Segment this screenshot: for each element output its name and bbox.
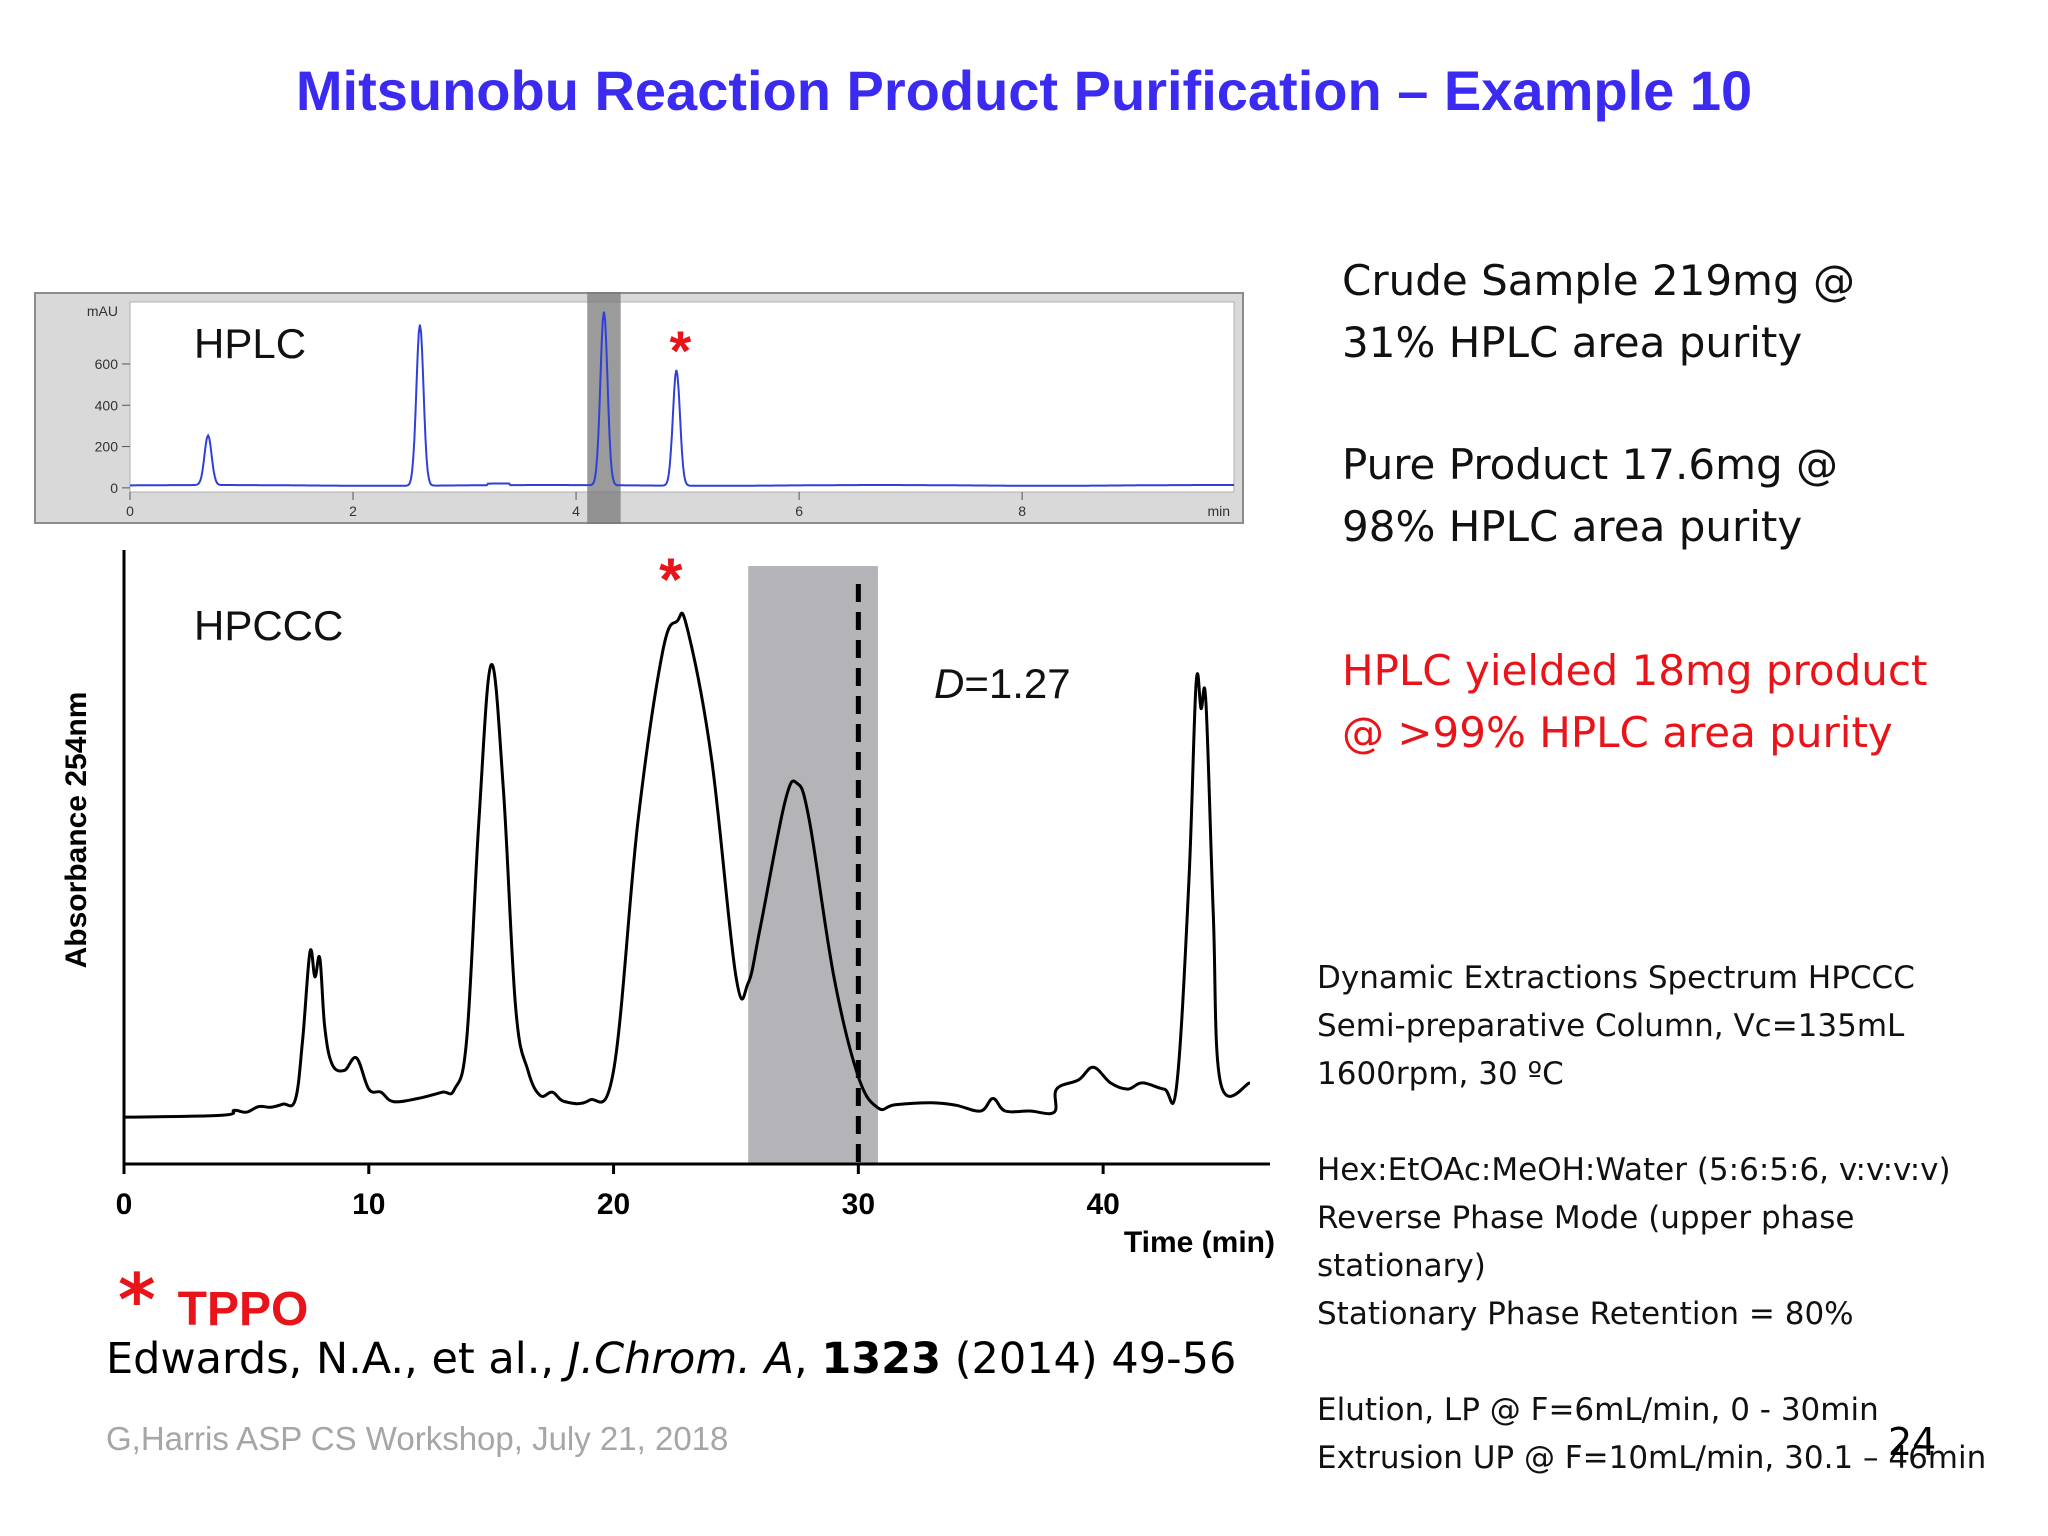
pure-product-text: Pure Product 17.6mg @ 98% HPLC area puri… [1342,440,1839,551]
condition-line: Semi-preparative Column, Vc=135mL [1317,1008,1905,1044]
citation-authors: Edwards, N.A., et al., [106,1334,568,1384]
condition-line: Dynamic Extractions Spectrum HPCCC [1317,960,1915,996]
hpccc-trace [123,611,1251,1119]
hpccc-x-tick-label: 20 [597,1188,630,1221]
citation-journal: J.Chrom. A [567,1334,794,1384]
page-number: 24 [1888,1420,1937,1464]
hplc-x-tick-label: 2 [349,503,357,519]
annotation-italic: D [934,660,964,707]
tppo-legend: * TPPO [118,1258,308,1342]
hplc-x-tick-label: 4 [572,503,580,519]
slide-title: Mitsunobu Reaction Product Purification … [295,59,1753,122]
hplc-y-unit: mAU [87,303,118,319]
condition-line: Extrusion UP @ F=10mL/min, 30.1 – 46min [1317,1440,1987,1476]
hplc-x-tick-label: 6 [795,503,803,519]
hpccc-distribution-annotation: D=1.27 [934,660,1071,707]
hpccc-x-tick-label: 30 [842,1188,875,1221]
hplc-y-tick-label: 400 [95,397,119,413]
hplc-yield-text: HPLC yielded 18mg product @ >99% HPLC ar… [1342,646,1928,757]
hplc-y-tick-label: 200 [95,439,119,455]
hplc-x-tick-label: 0 [126,503,134,519]
hpccc-x-axis-label: Time (min) [1124,1226,1275,1259]
hplc-tppo-star-icon: * [670,319,692,382]
citation-rest: (2014) 49-56 [941,1334,1237,1384]
conditions-list: Dynamic Extractions Spectrum HPCCC Semi-p… [1317,954,1986,1482]
hpccc-x-tick-label: 0 [116,1188,133,1221]
annotation-rest: =1.27 [964,660,1070,707]
hplc-panel-label: HPLC [194,320,306,367]
tppo-star-icon: * [118,1258,156,1342]
crude-sample-text: Crude Sample 219mg @ 31% HPLC area purit… [1342,256,1855,367]
condition-line: Reverse Phase Mode (upper phase [1317,1200,1855,1236]
condition-line: Hex:EtOAc:MeOH:Water (5:6:5:6, v:v:v:v) [1317,1152,1951,1188]
hpccc-x-tick-label: 40 [1086,1188,1119,1221]
footer-text: G,Harris ASP CS Workshop, July 21, 2018 [106,1420,729,1457]
citation-sep: , [794,1334,822,1384]
condition-line [1317,1338,1986,1386]
hplc-x-unit: min [1207,503,1230,519]
hpccc-y-axis-label: Absorbance 254nm [60,692,93,969]
hplc-trace [130,311,1234,487]
citation-volume: 1323 [821,1334,942,1384]
hpccc-tppo-star-icon: * [659,546,683,613]
condition-line: 1600rpm, 30 ºC [1317,1056,1564,1092]
citation: Edwards, N.A., et al., J.Chrom. A, 1323 … [106,1334,1236,1384]
condition-line: stationary) [1317,1248,1486,1284]
hpccc-panel-label: HPCCC [194,602,343,649]
hplc-x-tick-label: 8 [1018,503,1026,519]
tppo-label: TPPO [177,1283,309,1336]
condition-line: Stationary Phase Retention = 80% [1317,1296,1854,1332]
condition-line [1317,1098,1986,1146]
hplc-chart: 0 200 400 600 mAU 0 2 4 6 8 min HPLC * [34,292,1244,524]
hplc-y-tick-label: 0 [110,480,118,496]
hpccc-x-tick-label: 10 [352,1188,385,1221]
condition-line: Elution, LP @ F=6mL/min, 0 - 30min [1317,1392,1879,1428]
hplc-shaded-region [587,292,621,524]
hplc-y-tick-label: 600 [95,356,119,372]
